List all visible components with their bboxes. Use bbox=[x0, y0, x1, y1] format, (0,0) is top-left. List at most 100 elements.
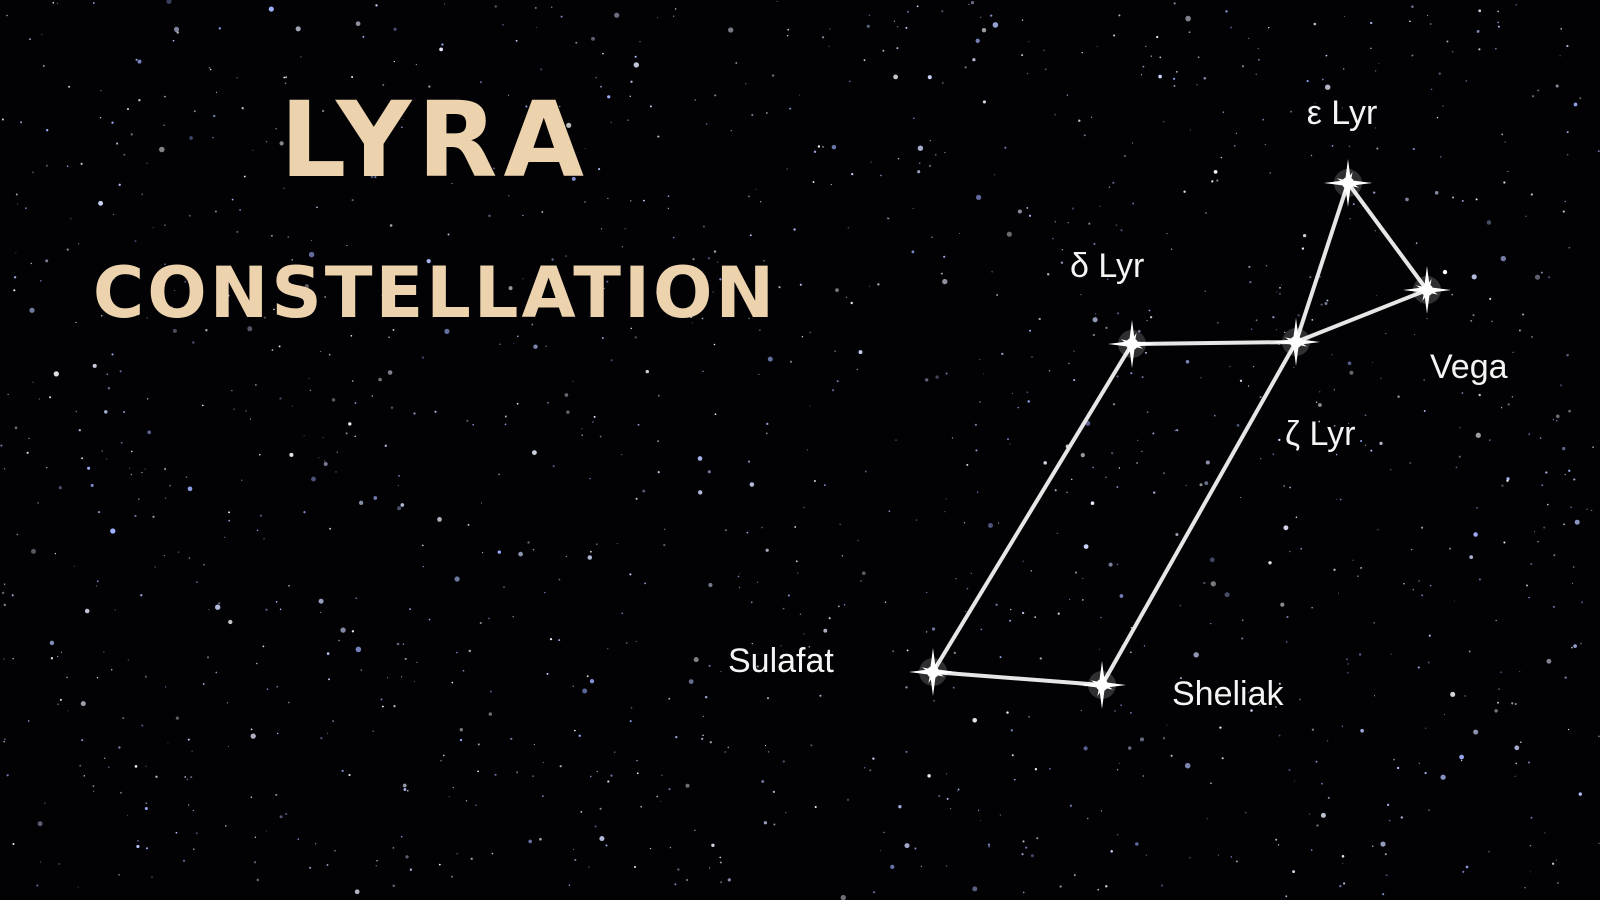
background-star bbox=[372, 730, 375, 733]
background-star bbox=[1068, 362, 1070, 365]
background-star bbox=[1326, 740, 1329, 742]
background-star bbox=[167, 742, 169, 744]
background-star bbox=[719, 278, 722, 281]
background-star bbox=[4, 738, 6, 740]
background-star bbox=[1424, 727, 1427, 729]
background-star bbox=[103, 651, 105, 653]
background-star bbox=[1264, 143, 1266, 146]
background-star bbox=[1551, 862, 1555, 865]
background-star bbox=[1069, 804, 1072, 807]
background-star bbox=[607, 95, 611, 99]
background-star bbox=[1568, 409, 1571, 413]
background-star bbox=[630, 706, 633, 709]
background-star bbox=[1132, 202, 1135, 205]
background-star bbox=[118, 873, 121, 876]
background-star bbox=[898, 805, 902, 809]
background-star bbox=[709, 867, 711, 869]
background-star bbox=[988, 523, 993, 528]
background-star bbox=[348, 773, 351, 777]
background-star bbox=[834, 350, 837, 353]
background-star bbox=[1071, 207, 1075, 210]
background-star bbox=[1566, 44, 1569, 48]
background-star bbox=[880, 850, 882, 852]
background-star bbox=[275, 600, 278, 603]
background-star bbox=[1389, 819, 1391, 822]
background-star bbox=[566, 122, 572, 128]
background-star bbox=[1251, 328, 1253, 330]
background-star bbox=[275, 128, 277, 130]
background-star bbox=[512, 615, 514, 618]
background-star bbox=[90, 483, 94, 487]
background-star bbox=[584, 201, 586, 203]
background-star bbox=[1007, 438, 1009, 441]
background-star bbox=[979, 820, 981, 822]
background-star bbox=[1276, 291, 1278, 293]
background-star bbox=[498, 473, 500, 476]
background-star bbox=[1067, 222, 1069, 224]
background-star bbox=[702, 225, 705, 228]
background-star bbox=[1235, 132, 1237, 134]
background-star bbox=[58, 486, 62, 490]
background-star bbox=[851, 172, 854, 176]
background-star bbox=[610, 121, 612, 123]
background-star bbox=[459, 738, 463, 742]
background-star bbox=[1299, 698, 1301, 701]
background-star bbox=[170, 306, 173, 309]
background-star bbox=[1571, 582, 1574, 584]
background-star bbox=[1097, 888, 1100, 891]
background-star bbox=[1115, 224, 1118, 226]
background-star bbox=[20, 121, 23, 124]
background-star bbox=[656, 795, 659, 798]
background-star bbox=[1376, 295, 1378, 297]
background-star bbox=[918, 162, 921, 165]
background-star bbox=[1333, 389, 1336, 391]
background-star bbox=[1384, 853, 1387, 856]
background-star bbox=[737, 575, 740, 578]
background-star bbox=[591, 420, 594, 424]
background-star bbox=[782, 607, 785, 610]
background-star bbox=[549, 637, 553, 641]
background-star bbox=[772, 790, 776, 794]
background-star bbox=[409, 608, 411, 610]
background-star bbox=[348, 422, 352, 426]
background-star bbox=[689, 315, 693, 319]
background-star bbox=[164, 686, 167, 688]
background-star bbox=[202, 683, 205, 685]
background-star bbox=[1258, 58, 1260, 61]
background-star bbox=[720, 671, 722, 673]
background-star bbox=[1403, 583, 1405, 585]
background-star bbox=[1500, 255, 1507, 262]
background-star bbox=[309, 866, 312, 869]
background-star bbox=[1462, 870, 1465, 873]
background-star bbox=[1082, 577, 1084, 579]
background-star bbox=[1221, 757, 1224, 760]
background-star bbox=[1108, 562, 1113, 567]
background-star bbox=[1347, 663, 1349, 665]
background-star bbox=[1026, 391, 1029, 394]
background-star bbox=[702, 370, 704, 372]
background-star bbox=[559, 765, 562, 768]
background-star bbox=[111, 353, 114, 356]
background-star bbox=[707, 257, 711, 260]
background-star bbox=[956, 789, 959, 792]
background-star bbox=[249, 418, 252, 420]
background-star bbox=[1009, 619, 1012, 622]
background-star bbox=[270, 234, 273, 237]
background-star bbox=[320, 737, 323, 740]
background-star bbox=[438, 863, 441, 866]
background-star bbox=[1336, 498, 1338, 500]
background-star bbox=[388, 336, 390, 338]
background-star bbox=[163, 555, 165, 557]
background-star bbox=[1120, 266, 1122, 268]
background-star bbox=[338, 639, 340, 642]
background-star bbox=[1092, 466, 1094, 469]
background-star bbox=[880, 174, 882, 177]
background-star bbox=[1176, 429, 1179, 432]
background-star bbox=[130, 473, 133, 476]
background-star bbox=[589, 550, 592, 553]
background-star bbox=[767, 356, 773, 362]
background-star bbox=[1373, 695, 1376, 697]
background-star bbox=[545, 345, 547, 348]
background-star bbox=[1162, 737, 1166, 740]
background-star bbox=[488, 712, 492, 716]
